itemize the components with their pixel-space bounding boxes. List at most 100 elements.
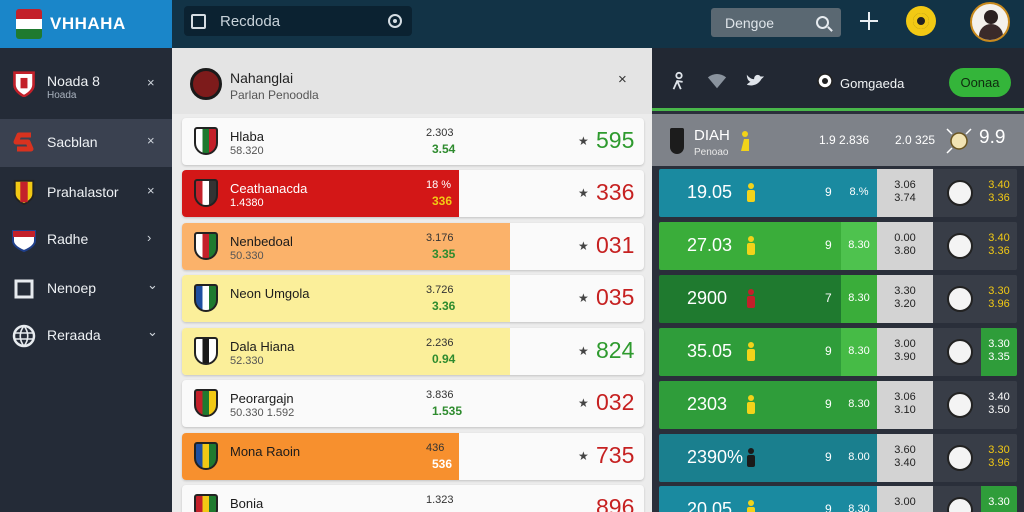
- match-card[interactable]: Neon Umgola 3.726 3.36 ★ 035: [182, 275, 644, 322]
- star-icon[interactable]: ★: [578, 291, 589, 305]
- sidebar: Noada 8 Hoada × Sacblan × Prahalastor × …: [0, 48, 172, 512]
- star-icon[interactable]: ★: [578, 449, 589, 463]
- odds-gray-cell[interactable]: 3.30 3.20: [877, 275, 933, 323]
- match-card[interactable]: Nenbedoal 50.330 3.176 3.35 ★ 031: [182, 223, 644, 270]
- sidebar-item-radhe[interactable]: Radhe ›: [0, 216, 172, 264]
- team-delta: 3.36: [432, 299, 456, 313]
- sidebar-item-label: Sacblan: [47, 134, 98, 150]
- odds-price-bottom: 3.96: [988, 298, 1010, 310]
- match-card[interactable]: Hlaba 58.320 2.303 3.54 ★ 595: [182, 118, 644, 165]
- team-stat: 58.320: [230, 145, 264, 157]
- star-icon[interactable]: ★: [578, 396, 589, 410]
- sidebar-item-sacblan[interactable]: Sacblan ×: [0, 119, 172, 167]
- close-icon[interactable]: ×: [147, 133, 155, 148]
- target-icon[interactable]: [388, 14, 402, 28]
- odds-price[interactable]: 3.30 3.35: [981, 328, 1017, 376]
- band-value: 2.0 325: [895, 133, 936, 147]
- checkbox-icon[interactable]: [191, 13, 206, 29]
- team-delta: 0.94: [432, 352, 456, 366]
- close-icon[interactable]: ×: [147, 183, 155, 198]
- club-crest-icon: [947, 233, 973, 259]
- odds-main-cell[interactable]: 19.05 9 8.%: [659, 169, 877, 217]
- wifi-icon[interactable]: [706, 71, 728, 91]
- chevron-down-icon[interactable]: ⌄: [147, 277, 158, 292]
- plus-icon[interactable]: [858, 10, 880, 32]
- team-name: Ceathanacda: [230, 181, 308, 196]
- star-icon[interactable]: ★: [578, 186, 589, 200]
- odds-gray-cell[interactable]: 3.60 3.40: [877, 434, 933, 482]
- sidebar-item-noada[interactable]: Noada 8 Hoada ×: [0, 61, 172, 109]
- search-input[interactable]: Recdoda: [220, 12, 281, 30]
- chevron-down-icon[interactable]: ⌄: [147, 324, 158, 339]
- brand[interactable]: VHHAHA: [0, 0, 172, 48]
- bird-icon[interactable]: [744, 71, 766, 91]
- odds-price[interactable]: 3.30: [981, 486, 1017, 512]
- odds-row[interactable]: 35.05 9 8.30 3.00 3.90 3.30 3.35: [659, 328, 1017, 376]
- odds-price[interactable]: 3.40 3.50: [981, 381, 1017, 429]
- star-icon[interactable]: ★: [578, 134, 589, 148]
- team-name: Neon Umgola: [230, 286, 310, 301]
- odds-crest-cell[interactable]: 3.30 3.96: [933, 275, 1017, 323]
- design-input[interactable]: Dengoe: [725, 14, 775, 31]
- odds-main-cell[interactable]: 27.03 9 8.30: [659, 222, 877, 270]
- odds-gray-cell[interactable]: 3.00: [877, 486, 933, 512]
- odds-crest-cell[interactable]: 3.30: [933, 486, 1017, 512]
- design-field[interactable]: Dengoe: [711, 8, 841, 37]
- odds-crest-cell[interactable]: 3.40 3.36: [933, 222, 1017, 270]
- odds-count: 9: [825, 344, 832, 358]
- odds-price[interactable]: 3.30 3.96: [981, 434, 1017, 482]
- team-value: 3.726: [426, 284, 454, 296]
- odds-gray-bottom: 3.90: [894, 351, 916, 363]
- odds-main-cell[interactable]: 2303 9 8.30: [659, 381, 877, 429]
- odds-row[interactable]: 2390% 9 8.00 3.60 3.40 3.30 3.96: [659, 434, 1017, 482]
- odds-price[interactable]: 3.40 3.36: [981, 222, 1017, 270]
- search-bar[interactable]: Recdoda: [184, 6, 412, 36]
- sidebar-item-prahalastor[interactable]: Prahalastor ×: [0, 169, 172, 217]
- match-card[interactable]: Dala Hiana 52.330 2.236 0.94 ★ 824: [182, 328, 644, 375]
- team-delta: 536: [432, 457, 453, 471]
- star-icon[interactable]: ★: [578, 239, 589, 253]
- odds-crest-cell[interactable]: 3.40 3.36: [933, 169, 1017, 217]
- close-icon[interactable]: ×: [147, 75, 155, 90]
- odds-gray-cell[interactable]: 0.00 3.80: [877, 222, 933, 270]
- match-card[interactable]: Mona Raoin 436 536 ★ 735: [182, 433, 644, 480]
- close-icon[interactable]: ×: [618, 71, 627, 88]
- odds-gray-cell[interactable]: 3.00 3.90: [877, 328, 933, 376]
- match-card[interactable]: Peorargajn 50.330 1.592 3.836 1.535 ★ 03…: [182, 380, 644, 427]
- odds-main-cell[interactable]: 20.05 9 8.30: [659, 486, 877, 512]
- odds-crest-cell[interactable]: 3.30 3.35: [933, 328, 1017, 376]
- odds-main-cell[interactable]: 2900 7 8.30: [659, 275, 877, 323]
- chevron-right-icon[interactable]: ›: [147, 230, 152, 245]
- odds-main-cell[interactable]: 35.05 9 8.30: [659, 328, 877, 376]
- ball-badge-icon[interactable]: [906, 6, 936, 36]
- odds-crest-cell[interactable]: 3.40 3.50: [933, 381, 1017, 429]
- odds-main-cell[interactable]: 2390% 9 8.00: [659, 434, 877, 482]
- odds-row[interactable]: 2900 7 8.30 3.30 3.20 3.30 3.96: [659, 275, 1017, 323]
- avatar[interactable]: [970, 2, 1010, 42]
- search-icon[interactable]: [816, 16, 829, 29]
- ball-icon: [946, 128, 972, 154]
- odds-row[interactable]: 20.05 9 8.30 3.00 3.30: [659, 486, 1017, 512]
- odds-row[interactable]: 2303 9 8.30 3.06 3.10 3.40 3.50: [659, 381, 1017, 429]
- player-icon: [741, 131, 749, 151]
- odds-gray-cell[interactable]: 3.06 3.10: [877, 381, 933, 429]
- odds-price[interactable]: 3.30 3.96: [981, 275, 1017, 323]
- globe-icon: [12, 324, 36, 348]
- progress-fill: [182, 433, 460, 480]
- odds-gray-cell[interactable]: 3.06 3.74: [877, 169, 933, 217]
- odds-crest-cell[interactable]: 3.30 3.96: [933, 434, 1017, 482]
- team-stat: 50.330: [230, 250, 264, 262]
- sidebar-item-reraada[interactable]: Reraada ⌄: [0, 312, 172, 360]
- games-label: Gomgaeda: [840, 76, 905, 91]
- match-card[interactable]: Ceathanacda 1.4380 18 % 336 ★ 336: [182, 170, 644, 217]
- star-icon[interactable]: ★: [578, 344, 589, 358]
- odds-row[interactable]: 27.03 9 8.30 0.00 3.80 3.40 3.36: [659, 222, 1017, 270]
- odds-price[interactable]: 3.40 3.36: [981, 169, 1017, 217]
- sidebar-item-nenoep[interactable]: Nenoep ⌄: [0, 265, 172, 313]
- runner-icon[interactable]: [668, 71, 690, 91]
- odds-value: 19.05: [687, 182, 733, 202]
- odds-count: 7: [825, 291, 832, 305]
- odds-row[interactable]: 19.05 9 8.% 3.06 3.74 3.40 3.36: [659, 169, 1017, 217]
- match-card[interactable]: Bonia 1.323 896: [182, 485, 644, 512]
- ok-button[interactable]: Oonaa: [949, 68, 1011, 97]
